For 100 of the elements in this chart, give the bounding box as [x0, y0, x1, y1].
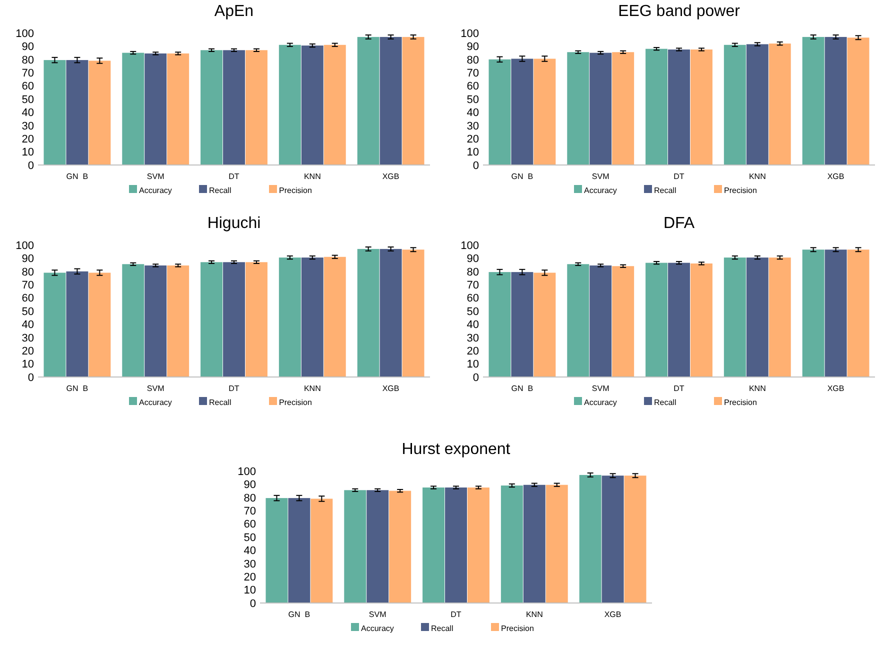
- y-tick-label: 20: [466, 345, 479, 358]
- bar: [488, 272, 511, 377]
- y-tick-label: 0: [472, 372, 479, 384]
- x-tick-label: KNN: [748, 384, 766, 393]
- bar: [301, 258, 324, 377]
- y-tick-label: 10: [466, 358, 479, 371]
- y-tick-label: 10: [466, 146, 479, 159]
- bar: [802, 250, 824, 377]
- bar: [824, 250, 847, 377]
- y-tick-label: 50: [466, 306, 479, 318]
- y-tick-label: 60: [466, 292, 479, 305]
- y-tick-label: 60: [22, 80, 34, 93]
- bar: [690, 50, 712, 165]
- x-tick-label: SVM: [146, 172, 165, 181]
- bar: [802, 36, 824, 165]
- bar: [847, 250, 870, 377]
- bar: [422, 488, 445, 603]
- x-tick-label: KNN: [304, 384, 322, 393]
- bar: [389, 490, 412, 603]
- legend-label: Precision: [724, 398, 757, 407]
- bar: [646, 262, 668, 377]
- bar: [724, 258, 746, 377]
- x-tick-label: GN B: [288, 610, 310, 619]
- y-tick-label: 60: [22, 292, 34, 305]
- y-tick-label: 0: [472, 160, 479, 172]
- y-tick-label: 50: [22, 306, 34, 318]
- x-tick-label: KNN: [304, 172, 322, 181]
- x-tick-label: XGB: [827, 384, 844, 393]
- y-tick-label: 80: [466, 54, 479, 66]
- x-tick-label: DT: [228, 384, 240, 393]
- bar: [523, 484, 546, 603]
- bar: [88, 272, 111, 377]
- y-tick-label: 70: [22, 67, 34, 80]
- bar: [646, 48, 668, 165]
- chart-title: Hurst exponent: [402, 441, 511, 458]
- y-tick-label: 70: [466, 279, 479, 292]
- x-tick-label: DT: [450, 610, 462, 619]
- bar: [200, 262, 223, 377]
- y-tick-label: 0: [250, 598, 256, 610]
- bar: [511, 272, 534, 377]
- bar: [357, 248, 380, 377]
- bar: [624, 476, 646, 603]
- y-tick-label: 20: [244, 571, 256, 584]
- chart-title: Higuchi: [207, 215, 261, 232]
- bar: [500, 486, 523, 603]
- bar: [746, 258, 768, 377]
- y-tick-label: 90: [22, 41, 34, 54]
- x-tick-label: DT: [674, 384, 684, 393]
- legend-label: Precision: [279, 186, 312, 195]
- bar: [546, 484, 568, 603]
- bar: [266, 498, 288, 603]
- bar: [122, 264, 144, 377]
- bar: [668, 50, 690, 165]
- bar: [579, 474, 602, 603]
- bar: [668, 262, 690, 377]
- y-tick-label: 30: [466, 120, 479, 132]
- y-tick-label: 30: [22, 332, 34, 344]
- legend-label: Accuracy: [584, 398, 617, 407]
- bar: [167, 265, 190, 377]
- x-tick-label: DT: [228, 172, 240, 181]
- y-tick-label: 50: [466, 94, 479, 106]
- legend-label: Recall: [654, 186, 676, 195]
- bar: [511, 58, 534, 165]
- bar: [768, 44, 791, 165]
- legend-label: Recall: [431, 624, 454, 633]
- bar: [245, 262, 268, 377]
- bar: [724, 44, 746, 165]
- bar: [366, 490, 389, 603]
- bar: [768, 258, 791, 377]
- y-tick-label: 0: [28, 372, 34, 384]
- bar: [602, 476, 624, 603]
- y-tick-label: 80: [22, 54, 34, 66]
- bar: [324, 256, 346, 377]
- y-tick-label: 100: [460, 240, 479, 252]
- chart-title: ApEn: [214, 3, 254, 20]
- x-tick-label: XGB: [604, 610, 622, 619]
- chart-title: DFA: [663, 215, 695, 232]
- y-tick-label: 100: [16, 28, 34, 40]
- y-tick-label: 10: [244, 584, 256, 597]
- y-tick-label: 30: [466, 332, 479, 344]
- y-tick-label: 10: [22, 146, 34, 159]
- legend-label: Recall: [654, 398, 676, 407]
- y-tick-label: 100: [16, 240, 34, 252]
- bar: [590, 265, 612, 377]
- x-tick-label: SVM: [368, 610, 387, 619]
- y-tick-label: 20: [22, 133, 34, 146]
- bar: [847, 38, 870, 165]
- bar: [612, 52, 634, 165]
- legend-label: Recall: [209, 186, 232, 195]
- y-tick-label: 0: [28, 160, 34, 172]
- y-tick-label: 90: [22, 253, 34, 266]
- y-tick-label: 100: [238, 466, 256, 478]
- legend-label: Recall: [209, 398, 232, 407]
- y-tick-label: 50: [244, 532, 256, 544]
- y-tick-label: 60: [244, 518, 256, 531]
- chart-title: EEG band power: [618, 3, 741, 20]
- bar: [612, 266, 634, 377]
- x-tick-label: GN B: [511, 172, 534, 181]
- x-tick-label: GN B: [511, 384, 534, 393]
- legend-label: Accuracy: [139, 186, 172, 195]
